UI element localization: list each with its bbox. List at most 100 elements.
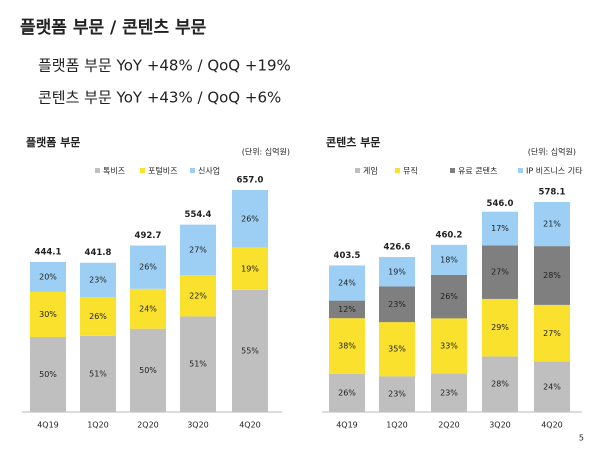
legend-swatch [140, 168, 145, 173]
x-tick-label: 2Q20 [137, 421, 159, 430]
unit-note: (단위: 십억원) [528, 147, 576, 157]
bar-segment [534, 246, 570, 305]
total-label: 546.0 [487, 199, 514, 209]
chart-title: 콘텐츠 부문 [326, 135, 380, 149]
segment-label: 51% [189, 360, 207, 369]
segment-label: 51% [89, 369, 107, 378]
segment-label: 28% [491, 380, 509, 389]
headline: 플랫폼 부문 YoY +48% / QoQ +19% [38, 57, 291, 75]
total-label: 403.5 [334, 251, 361, 261]
bar-segment [431, 373, 467, 412]
slide-title: 플랫폼 부문 / 콘텐츠 부문 [20, 18, 207, 38]
headline: 콘텐츠 부문 YoY +43% / QoQ +6% [38, 89, 281, 107]
x-tick-label: 3Q20 [489, 421, 511, 430]
page-number: 5 [579, 434, 584, 443]
legend-swatch [518, 168, 523, 173]
legend-label: 뮤직 [403, 166, 418, 176]
bar-segment [482, 298, 518, 357]
bar-segment [482, 356, 518, 412]
bar-segment [379, 286, 415, 323]
total-label: 578.1 [539, 188, 566, 198]
legend-swatch [355, 168, 360, 173]
chart-title: 플랫폼 부문 [26, 135, 80, 149]
bar-segment [431, 244, 467, 275]
segment-label: 26% [89, 312, 107, 321]
segment-label: 24% [543, 382, 561, 391]
bar-segment [329, 318, 365, 374]
segment-label: 26% [139, 263, 157, 272]
bar-segment [30, 261, 66, 292]
bar-segment [180, 275, 216, 317]
segment-label: 23% [440, 388, 458, 397]
bar-segment [379, 376, 415, 412]
bar-segment [130, 245, 166, 289]
segment-label: 17% [491, 224, 509, 233]
segment-label: 26% [338, 388, 356, 397]
segment-label: 50% [139, 366, 157, 375]
bar-segment [232, 190, 268, 248]
bar-segment [534, 304, 570, 362]
total-label: 426.6 [384, 243, 411, 253]
segment-label: 29% [491, 323, 509, 332]
segment-label: 19% [388, 267, 406, 276]
segment-label: 12% [338, 305, 356, 314]
x-tick-label: 4Q19 [37, 421, 59, 430]
bar-segment [80, 262, 116, 298]
legend-label: IP 비즈니스 기타 [526, 166, 583, 176]
bar-segment [431, 274, 467, 319]
segment-label: 28% [543, 271, 561, 280]
x-tick-label: 2Q20 [438, 421, 460, 430]
bar-segment [80, 335, 116, 412]
segment-label: 23% [89, 275, 107, 284]
segment-label: 38% [338, 342, 356, 351]
legend-label: 게임 [363, 166, 378, 176]
bar-segment [232, 289, 268, 412]
legend-label: 신사업 [198, 167, 220, 176]
total-label: 444.1 [35, 247, 62, 257]
segment-label: 27% [543, 329, 561, 338]
legend-swatch [450, 168, 455, 173]
x-tick-label: 3Q20 [187, 421, 209, 430]
bar-segment [431, 318, 467, 374]
segment-label: 23% [388, 390, 406, 399]
segment-label: 27% [491, 268, 509, 277]
segment-label: 22% [189, 291, 207, 300]
segment-label: 55% [241, 346, 259, 355]
total-label: 441.8 [85, 248, 112, 258]
segment-label: 24% [338, 279, 356, 288]
bar-segment [232, 247, 268, 290]
bar-segment [180, 316, 216, 412]
bar-segment [30, 291, 66, 337]
bar-segment [180, 224, 216, 276]
bar-segment [329, 373, 365, 412]
bar-segment [482, 211, 518, 246]
segment-label: 19% [241, 264, 259, 273]
segment-label: 50% [39, 370, 57, 379]
segment-label: 30% [39, 310, 57, 319]
bar-segment [379, 322, 415, 377]
segment-label: 18% [440, 255, 458, 264]
total-label: 460.2 [436, 230, 463, 240]
x-tick-label: 1Q20 [386, 421, 408, 430]
bar-segment [329, 300, 365, 319]
segment-label: 35% [388, 345, 406, 354]
bar-segment [482, 245, 518, 299]
legend-label: 톡비즈 [103, 167, 125, 176]
legend-swatch [395, 168, 400, 173]
total-label: 657.0 [237, 176, 264, 186]
segment-label: 26% [440, 292, 458, 301]
bar-segment [80, 297, 116, 336]
segment-label: 27% [189, 245, 207, 254]
bar-segment [329, 265, 365, 301]
bar-segment [130, 288, 166, 329]
segment-label: 23% [388, 300, 406, 309]
segment-label: 24% [139, 304, 157, 313]
x-tick-label: 4Q19 [336, 421, 358, 430]
segment-label: 20% [39, 272, 57, 281]
bar-segment [130, 328, 166, 412]
bar-segment [534, 202, 570, 247]
segment-label: 26% [241, 214, 259, 223]
x-tick-label: 1Q20 [87, 421, 109, 430]
total-label: 492.7 [135, 231, 162, 241]
